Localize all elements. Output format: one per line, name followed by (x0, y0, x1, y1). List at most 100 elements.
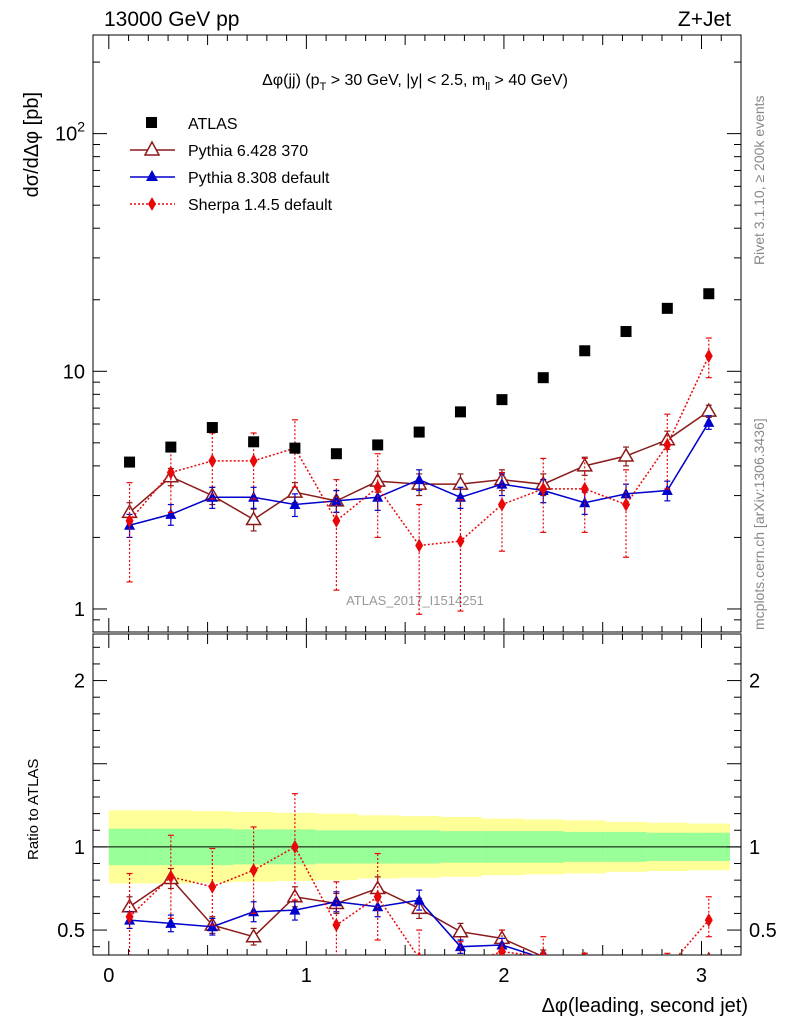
mcplots-label: mcplots.cern.ch [arXiv:1306.3436] (751, 418, 767, 630)
main-data-layer (121, 288, 718, 615)
ratio-ytick-label-left: 0.5 (57, 920, 85, 942)
ratio-sherpa-point (417, 951, 422, 955)
main-frame (92, 34, 742, 633)
legend-pythia8-marker (146, 170, 158, 181)
main-atlas-point (661, 302, 673, 314)
main-ytick-label: 102 (55, 119, 85, 146)
main-sherpa-point (497, 497, 506, 512)
legend-pythia6-marker (143, 140, 161, 156)
main-pythia8-point (330, 494, 342, 506)
main-pythia8-point (661, 484, 673, 496)
main-sherpa-point (125, 513, 134, 528)
ratio-data-layer (121, 793, 713, 990)
legend-pythia6-label: Pythia 6.428 370 (188, 143, 308, 160)
ratio-pythia8-point (289, 904, 301, 915)
ratio-xtick-label: 1 (301, 965, 312, 987)
main-atlas-point (703, 288, 715, 300)
main-atlas-point (330, 448, 342, 460)
legend-atlas-label: ATLAS (188, 116, 238, 133)
title-post: > 40 GeV) (490, 72, 568, 89)
main-ytick-exponent: 2 (77, 119, 85, 135)
header-right: Z+Jet (678, 8, 731, 31)
main-pythia8-point (454, 491, 466, 502)
axes-layer: 1 10 102 0 1 2 3 0.5 0.5 1 1 2 2 (55, 34, 777, 987)
ratio-sherpa-point (125, 909, 134, 924)
title-sub-ll: ll (485, 81, 490, 93)
ratio-xtick-label: 2 (498, 965, 509, 987)
main-pythia8-point (579, 496, 591, 508)
ratio-ytick-label-left: 1 (74, 837, 85, 859)
main-sherpa-point (208, 453, 217, 468)
main-atlas-point (579, 345, 591, 357)
ratio-sherpa-point (249, 863, 258, 878)
rivet-label: Rivet 3.1.10, ≥ 200k events (751, 95, 767, 265)
main-pythia6-point (700, 402, 718, 417)
legend-atlas-marker (146, 117, 157, 128)
main-sherpa-point (456, 534, 465, 549)
main-sherpa-point (663, 437, 672, 452)
ratio-sherpa-point (704, 913, 713, 928)
main-atlas-point (289, 442, 301, 454)
main-ytick-label: 10 (63, 361, 85, 383)
ratio-ylabel: Ratio to ATLAS (25, 759, 42, 860)
main-atlas-point (248, 436, 260, 448)
ratio-sherpa-point (373, 889, 382, 904)
main-atlas-point (620, 326, 632, 338)
main-atlas-point (206, 422, 218, 434)
ratio-sherpa-point (208, 879, 217, 894)
ratio-pythia8-point (330, 895, 342, 907)
main-pythia8-point (703, 416, 715, 427)
ratio-sherpa-point (581, 961, 589, 975)
legend-pythia8-label: Pythia 8.308 default (188, 170, 330, 187)
ratio-pythia8-point (621, 972, 632, 983)
ratio-pythia8-point (579, 967, 590, 978)
ratio-pythia8-point (413, 894, 425, 905)
ratio-sherpa-point (332, 918, 341, 933)
main-atlas-point (372, 439, 384, 451)
main-atlas-point (165, 441, 177, 453)
main-sherpa-point (249, 453, 258, 468)
main-sherpa-point (373, 480, 382, 495)
analysis-watermark: ATLAS_2017_I1514251 (346, 593, 484, 608)
plot-title: Δφ(jj) (pT > 30 GeV, |y| < 2.5, mll > 40… (262, 72, 568, 93)
main-pythia8-point (289, 498, 301, 510)
ratio-sherpa-point (456, 958, 464, 972)
main-pythia6-point (245, 510, 262, 526)
legend: ATLAS Pythia 6.428 370 Pythia 8.308 defa… (130, 116, 333, 214)
ratio-pythia8-point (454, 940, 466, 952)
ratio-xtick-label: 0 (103, 965, 114, 987)
main-sherpa-line (128, 355, 710, 547)
ratio-pythia8-point (662, 979, 673, 990)
main-atlas-point (413, 426, 425, 438)
header-left: 13000 GeV pp (104, 8, 239, 31)
main-pythia8-point (165, 508, 177, 519)
main-pythia6-point (617, 447, 635, 462)
ratio-pythia8-point (165, 917, 177, 928)
ratio-xtick-label: 3 (696, 965, 707, 987)
ratio-pythia6-point (625, 954, 627, 955)
ratio-ytick-label-right: 0.5 (749, 920, 777, 942)
main-ylabel: dσ/dΔφ [pb] (21, 92, 43, 197)
ratio-pythia8-point (372, 900, 384, 912)
main-sherpa-point (704, 348, 713, 363)
main-atlas-point (124, 456, 136, 468)
ratio-ytick-label-right: 2 (749, 671, 760, 693)
ratio-ytick-label-right: 1 (749, 837, 760, 859)
ratio-sherpa-point (540, 949, 547, 955)
main-sherpa-point (622, 497, 631, 512)
ratio-sherpa-point (663, 961, 671, 975)
main-pythia8-point (413, 473, 425, 485)
ratio-pythia6-point (660, 960, 674, 972)
main-ytick-label: 1 (74, 599, 85, 621)
ratio-xlabel: Δφ(leading, second jet) (542, 995, 748, 1017)
ratio-sherpa-point (166, 869, 175, 884)
main-sherpa-point (166, 465, 175, 480)
ratio-sherpa-point (290, 839, 299, 854)
title-sub-pt: T (320, 81, 327, 93)
ratio-ytick-label-left: 2 (74, 671, 85, 693)
main-atlas-point (537, 372, 549, 384)
main-atlas-point (496, 394, 508, 406)
main-sherpa-point (580, 481, 589, 496)
